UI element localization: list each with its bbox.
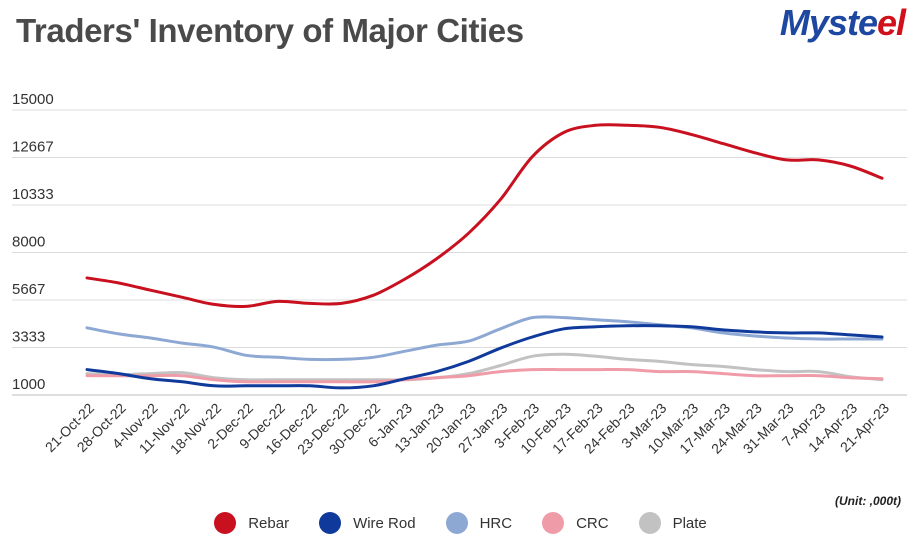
series-line-rebar — [85, 123, 884, 309]
legend-label: Rebar — [248, 514, 290, 532]
y-tick-label: 10333 — [12, 186, 54, 203]
series-line-hrc — [85, 315, 884, 362]
legend-label: Wire Rod — [353, 514, 416, 532]
y-axis: 1000 3333 5667 8000 10333 12667 15000 — [12, 91, 54, 393]
legend-marker-icon — [445, 512, 468, 534]
legend-item-crc[interactable]: CRC — [542, 512, 609, 534]
y-tick-label: 8000 — [12, 234, 45, 251]
unit-label: (Unit: ,000t) — [835, 494, 901, 508]
logo-text-main: Myste — [779, 2, 878, 43]
legend-item-plate[interactable]: Plate — [638, 512, 707, 534]
legend-marker-icon — [319, 512, 342, 534]
y-tick-label: 5667 — [12, 281, 45, 298]
mysteel-logo: Mysteel — [779, 2, 906, 44]
series-line-wire-rod — [85, 324, 884, 390]
chart-title: Traders' Inventory of Major Cities — [16, 12, 524, 49]
legend-label: HRC — [479, 514, 513, 532]
legend-marker-icon — [214, 512, 237, 534]
series-line-plate — [85, 352, 884, 382]
legend: Rebar Wire Rod HRC CRC Plate — [0, 510, 921, 536]
y-tick-label: 1000 — [12, 376, 45, 393]
x-axis: 21-Oct-2228-Oct-224-Nov-2211-Nov-2218-No… — [42, 400, 892, 458]
legend-marker-icon — [542, 512, 565, 534]
gridlines — [12, 109, 907, 396]
legend-item-rebar[interactable]: Rebar — [214, 512, 289, 534]
y-tick-label: 15000 — [12, 91, 54, 108]
series-line-crc — [85, 367, 884, 384]
legend-item-hrc[interactable]: HRC — [445, 512, 513, 534]
y-tick-label: 3333 — [12, 329, 45, 346]
y-tick-label: 12667 — [12, 138, 54, 155]
legend-label: CRC — [576, 514, 609, 532]
line-chart: 1000 3333 5667 8000 10333 12667 15000 21-Oct-2… — [12, 91, 907, 458]
series-lines — [85, 123, 884, 390]
legend-marker-icon — [638, 512, 661, 534]
legend-item-wire-rod[interactable]: Wire Rod — [319, 512, 416, 534]
legend-label: Plate — [672, 514, 707, 532]
logo-text-accent: el — [876, 2, 906, 43]
